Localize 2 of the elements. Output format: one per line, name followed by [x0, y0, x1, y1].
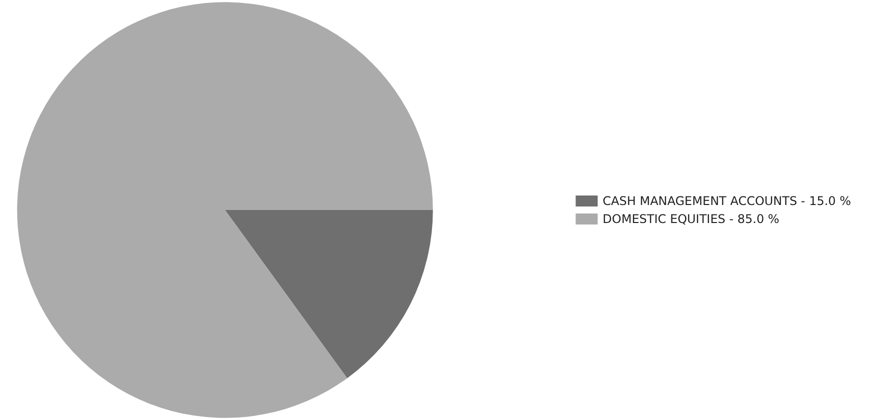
- legend-label: CASH MANAGEMENT ACCOUNTS - 15.0 %: [602, 194, 852, 208]
- legend-label: DOMESTIC EQUITIES - 85.0 %: [602, 212, 780, 226]
